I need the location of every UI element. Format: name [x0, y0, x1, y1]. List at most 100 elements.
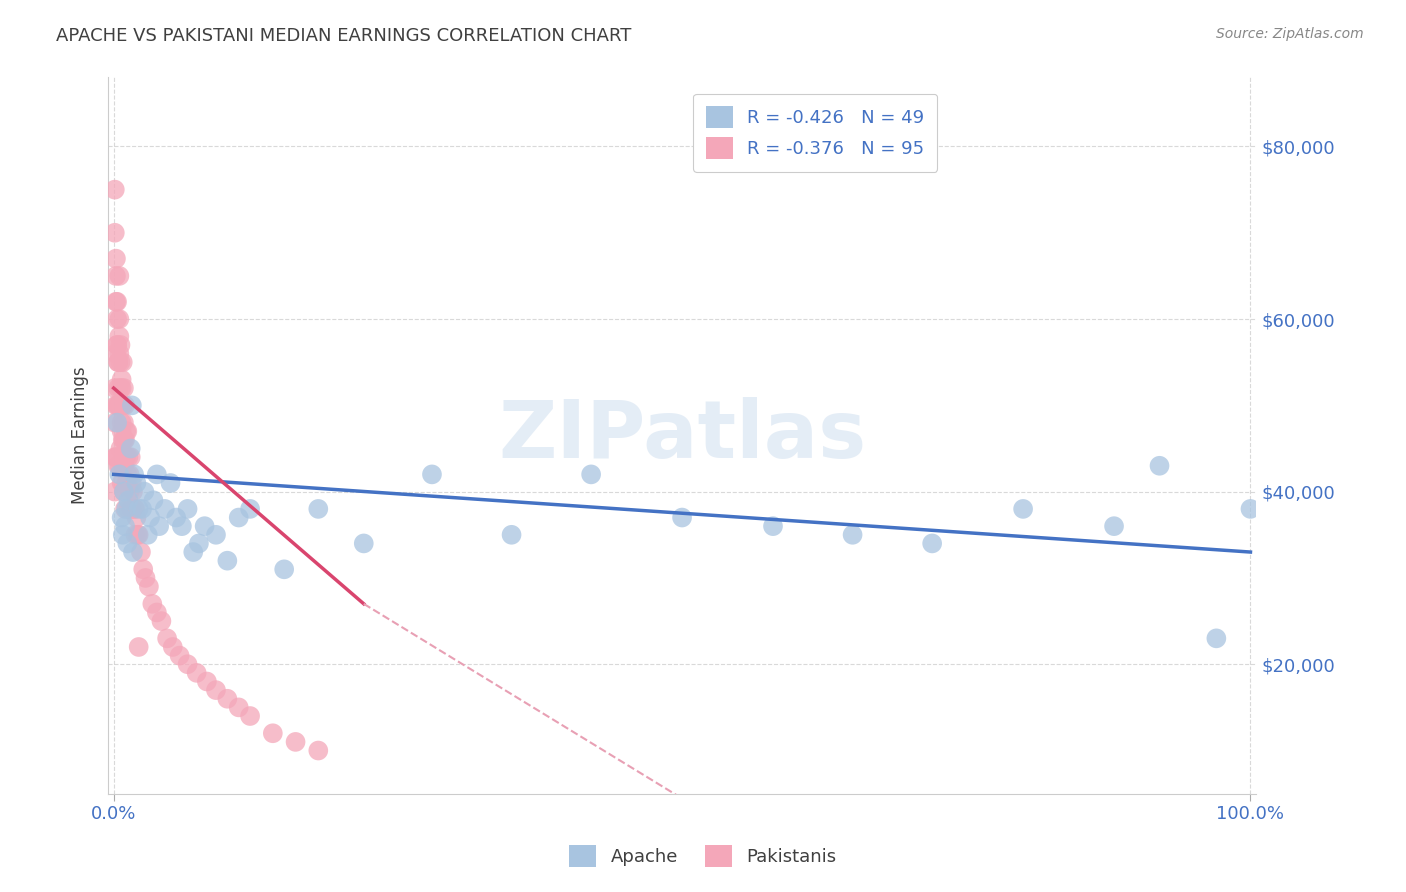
Point [122, 484, 145, 499]
Point [307, 743, 329, 757]
Point [104, 484, 127, 499]
Point [112, 484, 135, 499]
Point [501, 528, 523, 542]
Point [118, 484, 141, 499]
Point [1012, 502, 1035, 516]
Point [118, 467, 141, 482]
Point [122, 545, 145, 559]
Point [108, 398, 131, 412]
Point [165, 510, 187, 524]
Point [108, 268, 131, 283]
Point [121, 502, 143, 516]
Point [1102, 519, 1125, 533]
Point [217, 691, 239, 706]
Point [186, 665, 208, 680]
Point [111, 355, 134, 369]
Point [112, 416, 135, 430]
Point [111, 528, 134, 542]
Point [146, 606, 169, 620]
Text: Source: ZipAtlas.com: Source: ZipAtlas.com [1216, 27, 1364, 41]
Point [122, 502, 145, 516]
Point [105, 338, 128, 352]
Point [104, 346, 127, 360]
Point [117, 493, 139, 508]
Point [105, 338, 128, 352]
Point [111, 458, 134, 473]
Point [150, 614, 173, 628]
Point [111, 433, 134, 447]
Point [111, 398, 134, 412]
Point [111, 381, 134, 395]
Point [104, 183, 127, 197]
Point [307, 502, 329, 516]
Point [117, 450, 139, 464]
Point [115, 502, 138, 516]
Point [128, 528, 150, 542]
Point [921, 536, 943, 550]
Point [205, 683, 228, 698]
Point [156, 632, 179, 646]
Point [117, 424, 139, 438]
Point [114, 433, 136, 447]
Point [114, 398, 136, 412]
Point [115, 450, 138, 464]
Point [353, 536, 375, 550]
Point [112, 484, 135, 499]
Point [104, 252, 127, 266]
Point [284, 735, 307, 749]
Point [105, 398, 128, 412]
Point [120, 450, 142, 464]
Point [176, 502, 198, 516]
Point [228, 700, 250, 714]
Point [107, 355, 129, 369]
Point [111, 424, 134, 438]
Point [114, 502, 136, 516]
Point [114, 519, 136, 533]
Point [128, 640, 150, 654]
Point [105, 294, 128, 309]
Point [120, 442, 142, 456]
Point [104, 416, 127, 430]
Point [108, 458, 131, 473]
Point [105, 312, 128, 326]
Point [110, 355, 132, 369]
Point [110, 442, 132, 456]
Point [122, 467, 145, 482]
Point [141, 597, 163, 611]
Point [121, 476, 143, 491]
Point [205, 528, 228, 542]
Point [111, 372, 134, 386]
Text: ZIPatlas: ZIPatlas [498, 397, 866, 475]
Point [121, 398, 143, 412]
Point [134, 484, 156, 499]
Point [107, 381, 129, 395]
Point [108, 467, 131, 482]
Point [117, 502, 139, 516]
Point [134, 571, 156, 585]
Legend: Apache, Pakistanis: Apache, Pakistanis [562, 838, 844, 874]
Point [579, 467, 602, 482]
Point [129, 545, 152, 559]
Point [104, 226, 127, 240]
Point [187, 536, 209, 550]
Point [671, 510, 693, 524]
Point [170, 519, 193, 533]
Point [146, 467, 169, 482]
Point [112, 458, 135, 473]
Point [148, 519, 170, 533]
Point [142, 493, 165, 508]
Point [108, 346, 131, 360]
Point [110, 338, 132, 352]
Point [136, 528, 159, 542]
Point [420, 467, 443, 482]
Point [124, 502, 146, 516]
Point [169, 648, 191, 663]
Point [112, 381, 135, 395]
Point [104, 294, 127, 309]
Point [111, 398, 134, 412]
Point [841, 528, 863, 542]
Point [107, 355, 129, 369]
Point [132, 562, 155, 576]
Point [181, 545, 204, 559]
Point [111, 476, 134, 491]
